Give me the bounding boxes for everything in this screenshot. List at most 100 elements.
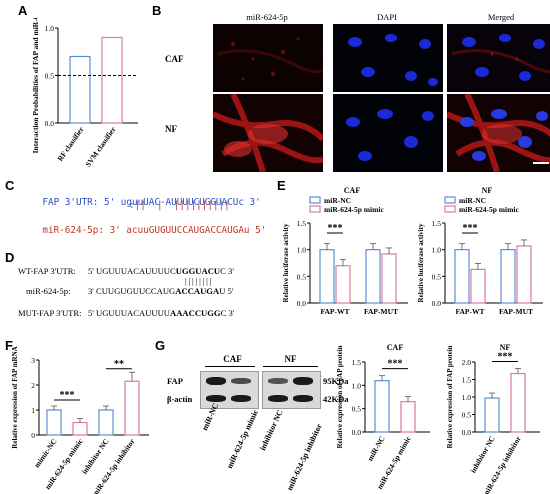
bar — [374, 380, 390, 433]
y-axis-label: Relative expression of FAP protein — [446, 345, 454, 448]
y-tick-label: 0.5 — [297, 272, 307, 281]
panel-label-g: G — [155, 338, 166, 353]
col-header-merged: Merged — [487, 12, 515, 22]
chart-f: 0 1 2 3 Relative expression of FAP mRNA mimic… — [11, 346, 149, 494]
y-tick-label: 1.0 — [462, 393, 472, 402]
legend-swatch — [444, 196, 456, 204]
blot-size-actin: 42KDa — [323, 394, 349, 404]
seq-d-mir: 3' CUUGUGUUCCAUGACCAUGAU 5' — [88, 286, 234, 296]
chart-title: CAF — [344, 186, 361, 195]
significance-label: ** — [114, 359, 124, 370]
y-tick-label: 0 — [31, 431, 35, 440]
bar — [454, 249, 470, 304]
image-caf-merged — [447, 24, 550, 92]
y-tick-label: 2 — [31, 381, 35, 390]
y-tick-label: 0.5 — [462, 411, 472, 420]
x-tick-label: inhibitor NC — [468, 435, 496, 475]
chart-g-caf: 0.0 0.5 1.0 1.5 Relative expression of FAP p… — [336, 343, 430, 491]
significance-label: *** — [463, 223, 478, 234]
x-tick-label: FAP-WT — [320, 307, 349, 316]
panel-label-a: A — [18, 3, 28, 18]
legend-swatch — [309, 196, 321, 204]
seq-c-utr: 5' uguuUAC-AUUUUCUGGUACUc 3' — [103, 197, 261, 208]
legend-label: miR-624-5p mimic — [459, 205, 519, 214]
significance-label: *** — [498, 352, 513, 363]
seq-c-pairs: :|| | |||||||||| — [129, 200, 230, 211]
bar — [516, 245, 532, 304]
bar — [101, 36, 123, 124]
image-nf-merged — [447, 94, 550, 172]
y-tick-label: 0.5 — [432, 272, 442, 281]
y-axis-label: Relative expression of FAP mRNA — [11, 346, 19, 448]
chart-title: NF — [500, 343, 511, 352]
panel-label-d: D — [5, 250, 15, 265]
blot-group-caf: CAF — [223, 354, 242, 364]
y-tick-label: 1.0 — [297, 246, 307, 255]
bar — [400, 401, 416, 433]
seq-c-mir: 3' acuuGUGUUCCAUGACCAUGAu 5' — [109, 225, 267, 236]
seq-d-mir-label: miR-624-5p: — [26, 286, 71, 296]
sequence-alignment-d: WT-FAP 3'UTR: 5' UGUUUACAUUUUCUGGUACUC 3… — [18, 266, 273, 336]
chart-g-nf: 0.0 0.5 1.0 1.5 2.0 Relative expression of FA… — [446, 343, 540, 494]
y-tick-label: 1.0 — [432, 246, 442, 255]
blot-protein-actin: β-actin — [167, 394, 193, 404]
image-caf-dapi — [333, 24, 443, 92]
legend-label: miR-NC — [324, 196, 351, 205]
row-label-caf: CAF — [165, 54, 184, 64]
panel-label-b: B — [152, 3, 162, 18]
legend-label: miR-624-5p mimic — [324, 205, 384, 214]
y-axis-label: Interaction Probabilities of FAP and miR… — [31, 18, 40, 153]
seq-d-wt-label: WT-FAP 3'UTR: — [18, 266, 76, 276]
significance-label: *** — [60, 390, 75, 401]
chart-e-nf: 0.0 0.5 1.0 1.5 Relative luciferase activity… — [417, 186, 543, 316]
seq-c-label-mir: miR-624-5p: — [42, 225, 104, 236]
y-axis-label: Relative expression of FAP protein — [336, 345, 344, 448]
y-axis-label: Relative luciferase activity — [417, 223, 425, 302]
bar — [69, 55, 91, 124]
y-tick-label: 1.0 — [45, 24, 55, 33]
y-tick-label: 0.0 — [45, 119, 55, 128]
chart-a: 0.0 0.5 1.0 Interaction Probabilities of FA… — [31, 18, 138, 168]
y-tick-label: 3 — [31, 356, 35, 365]
bar — [470, 268, 486, 304]
chart-title: CAF — [387, 343, 404, 352]
panel-label-c: C — [5, 178, 15, 193]
bar — [510, 372, 526, 433]
microscopy-grid: miR-624-5p DAPI Merged CAF NF — [165, 12, 550, 172]
significance-label: *** — [388, 359, 403, 370]
legend-label: miR-NC — [459, 196, 486, 205]
x-tick-label: FAP-MUT — [499, 307, 533, 316]
seq-d-pairs: |||||||| — [185, 276, 214, 286]
y-tick-label: 0.0 — [297, 299, 307, 308]
y-tick-label: 1.5 — [352, 358, 362, 367]
y-tick-label: 0.0 — [352, 428, 362, 437]
panel-label-f: F — [5, 338, 13, 353]
seq-d-wt: 5' UGUUUACAUUUUCUGGUACUC 3' — [88, 266, 234, 276]
seq-d-mut-label: MUT-FAP 3'UTR: — [18, 308, 82, 318]
col-header-mir: miR-624-5p — [246, 12, 288, 22]
row-label-nf: NF — [165, 124, 177, 134]
y-axis-label: Relative luciferase activity — [282, 223, 290, 302]
y-tick-label: 1.0 — [352, 381, 362, 390]
x-tick-label: miR-NC — [365, 435, 386, 463]
blot-size-fap: 95KDa — [323, 376, 349, 386]
panel-label-e: E — [277, 178, 286, 193]
bar — [98, 409, 114, 436]
image-nf-mir — [213, 94, 323, 172]
bar — [484, 397, 500, 433]
blot-protein-fap: FAP — [167, 376, 183, 386]
image-caf-mir — [213, 24, 323, 92]
bar — [500, 249, 516, 304]
y-tick-label: 0.0 — [432, 299, 442, 308]
western-blot: CAF NF FAP β-actin 95KDa 42KDa miR-NC — [165, 348, 349, 494]
blot-strip-nf — [262, 371, 321, 409]
col-header-dapi: DAPI — [377, 12, 397, 22]
x-tick-label: FAP-WT — [455, 307, 484, 316]
chart-title: NF — [482, 186, 493, 195]
bar — [365, 249, 381, 304]
bar — [381, 253, 397, 304]
y-tick-label: 2.0 — [462, 358, 472, 367]
bar — [335, 265, 351, 304]
blot-strip-caf — [200, 371, 259, 409]
y-tick-label: 1.5 — [432, 219, 442, 228]
